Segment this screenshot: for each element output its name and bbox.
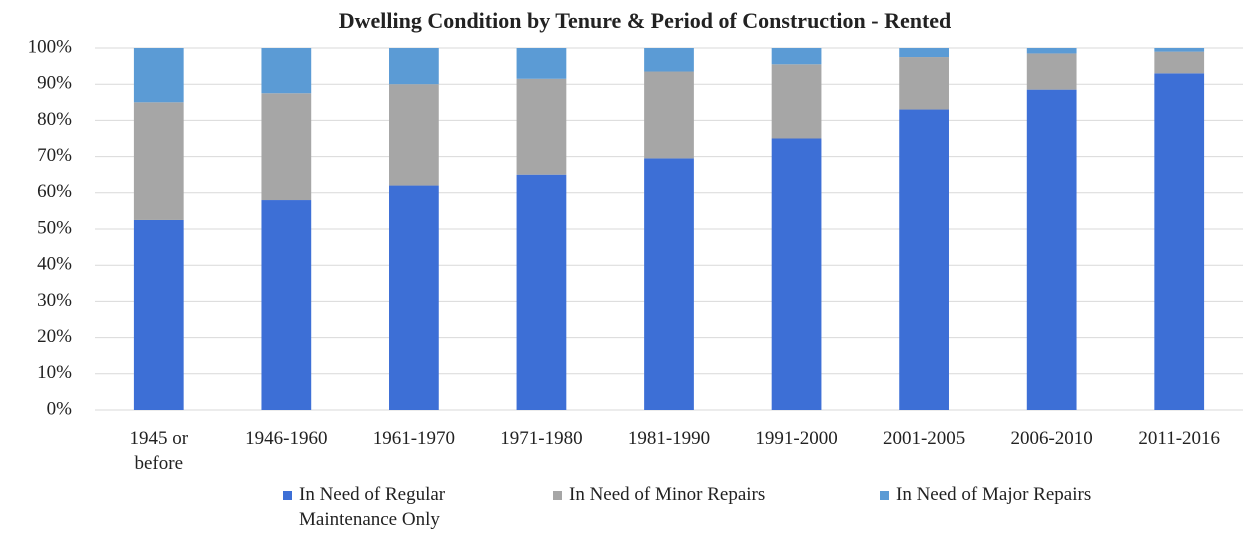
x-tick-label: 2011-2016 bbox=[1138, 428, 1221, 449]
y-tick-label: 30% bbox=[37, 290, 72, 311]
bar-segment bbox=[389, 48, 439, 85]
x-tick-label: 1971-1980 bbox=[500, 428, 583, 449]
y-tick-label: 40% bbox=[37, 254, 72, 275]
bar-segment bbox=[1154, 48, 1205, 52]
bar-segment bbox=[133, 48, 184, 103]
legend-label: In Need of Regular Maintenance Only bbox=[299, 484, 446, 530]
legend-swatch bbox=[880, 491, 889, 500]
x-tick-label: 1961-1970 bbox=[372, 428, 456, 449]
legend: In Need of Regular Maintenance Only In Ne… bbox=[0, 482, 1255, 542]
bar-segment bbox=[261, 200, 312, 410]
bar-segment bbox=[644, 71, 694, 159]
x-tick-label: 1945 or before bbox=[129, 428, 189, 474]
bar-segment bbox=[771, 64, 822, 139]
bar-segment bbox=[389, 185, 439, 410]
bar-segment bbox=[516, 48, 567, 79]
bar-segment bbox=[133, 102, 184, 220]
x-tick-label: 2001-2005 bbox=[882, 428, 966, 449]
x-tick-label: 1981-1990 bbox=[627, 428, 711, 449]
bar-segment bbox=[1026, 89, 1077, 410]
bar-segment bbox=[1154, 73, 1205, 410]
y-tick-label: 10% bbox=[37, 362, 72, 383]
x-tick-label: 1991-2000 bbox=[755, 428, 838, 449]
bar-segment bbox=[771, 138, 822, 410]
y-tick-label: 100% bbox=[28, 36, 73, 57]
bar-segment bbox=[899, 57, 949, 110]
bar-segment bbox=[644, 158, 694, 410]
x-tick-label: 1946-1960 bbox=[245, 428, 328, 449]
y-tick-label: 90% bbox=[37, 73, 72, 94]
y-tick-label: 0% bbox=[47, 398, 73, 419]
bar-segment bbox=[261, 48, 312, 94]
y-tick-label: 70% bbox=[37, 145, 72, 166]
y-tick-label: 60% bbox=[37, 181, 72, 202]
y-tick-label: 20% bbox=[37, 326, 72, 347]
x-tick-label: 2006-2010 bbox=[1010, 428, 1093, 449]
legend-swatch bbox=[283, 491, 292, 500]
bar-segment bbox=[133, 219, 184, 410]
legend-swatch bbox=[553, 491, 562, 500]
bar-segment bbox=[1026, 48, 1077, 54]
bar-segment bbox=[516, 174, 567, 410]
chart-title: Dwelling Condition by Tenure & Period of… bbox=[339, 8, 952, 33]
y-tick-label: 50% bbox=[37, 217, 72, 238]
bar-segment bbox=[899, 109, 949, 410]
bar-segment bbox=[261, 93, 312, 201]
bar-segment bbox=[644, 48, 694, 72]
legend-label: In Need of Major Repairs bbox=[896, 484, 1092, 505]
bar-segment bbox=[899, 48, 949, 58]
bar-segment bbox=[389, 84, 439, 186]
y-tick-label: 80% bbox=[37, 109, 72, 130]
bar-segment bbox=[1154, 51, 1205, 74]
bar-segment bbox=[516, 78, 567, 175]
bar-segment bbox=[1026, 53, 1077, 90]
bar-segment bbox=[771, 48, 822, 65]
legend-label: In Need of Minor Repairs bbox=[569, 484, 766, 505]
